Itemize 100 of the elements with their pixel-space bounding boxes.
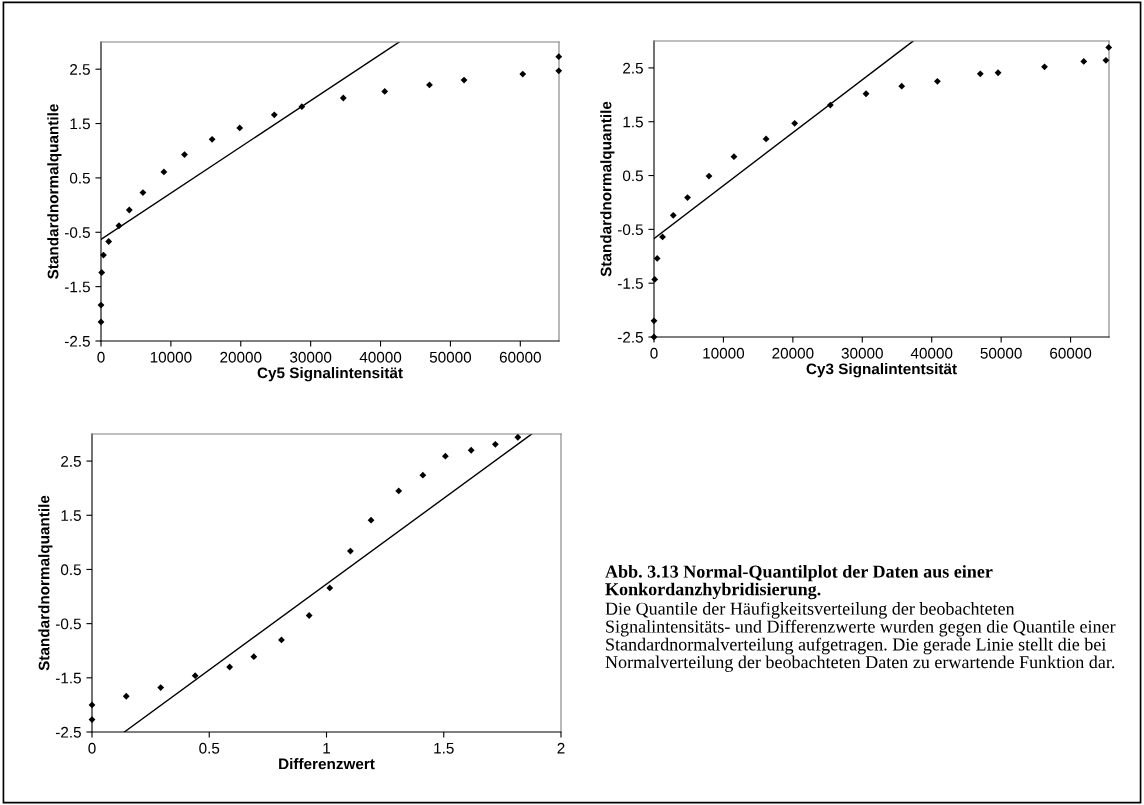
point [326, 584, 334, 592]
point [339, 94, 347, 102]
point [395, 487, 403, 495]
y-tick-label: 1.5 [61, 510, 81, 521]
x-axis-title: Cy3 Signalintentsität [806, 363, 957, 378]
point [514, 433, 522, 441]
x-tick-label: 40000 [359, 351, 402, 363]
point [97, 301, 105, 309]
y-axis-title: Standardnormalquantile [600, 101, 615, 277]
point [160, 168, 168, 176]
point [1105, 44, 1113, 51]
point [1080, 58, 1088, 65]
point [381, 88, 389, 95]
point [651, 276, 659, 283]
x-tick-label: 60000 [1050, 347, 1092, 359]
y-tick-label: 2.5 [623, 62, 643, 74]
y-tick-label: -1.5 [55, 672, 81, 684]
point [100, 251, 107, 259]
x-tick-label: 50000 [429, 351, 472, 363]
y-axis-title: Standardnormalquantile [38, 495, 53, 671]
x-tick-label: 0 [88, 742, 96, 754]
y-tick-label: 1.5 [70, 118, 90, 130]
point [88, 701, 96, 709]
x-tick-label: 10000 [150, 351, 192, 363]
point [705, 172, 713, 180]
point [181, 151, 188, 158]
point [791, 119, 799, 127]
point [826, 101, 834, 109]
x-tick-label: 1 [323, 742, 330, 754]
y-tick-label: -1.5 [617, 278, 643, 289]
point [278, 636, 285, 644]
y-tick-label: -2.5 [55, 726, 81, 738]
x-tick-label: 10000 [703, 347, 745, 359]
x-tick-label: 20000 [220, 351, 262, 363]
point [367, 516, 375, 524]
x-tick-label: 0 [97, 351, 105, 363]
point [115, 222, 123, 230]
y-tick-label: -2.5 [617, 331, 643, 343]
x-tick-label: 30000 [290, 351, 332, 363]
x-axis-title: Cy5 Signalintensität [257, 367, 403, 382]
point [191, 672, 199, 680]
point [125, 206, 133, 214]
point [97, 318, 105, 326]
y-tick-label: 0.5 [622, 170, 643, 182]
point [684, 194, 691, 202]
point [105, 238, 113, 245]
caption: Abb. 3.13 Normal-Quantilplot der Daten aus einer Konkordanzhybridisierung. [605, 565, 993, 600]
point [653, 255, 661, 262]
point [226, 663, 234, 671]
point [650, 317, 658, 325]
x-tick-label: 1.5 [434, 742, 454, 754]
y-tick-label: -2.5 [64, 335, 90, 347]
x-tick-label: 0 [650, 347, 658, 359]
point [250, 653, 258, 661]
point [347, 547, 354, 555]
y-tick-label: 1.5 [623, 116, 643, 128]
x-axis-title: Differenzwert [279, 758, 375, 770]
point [305, 612, 313, 619]
y-tick-label: 0.5 [69, 172, 90, 184]
point [441, 452, 449, 460]
x-tick-label: 30000 [841, 347, 883, 359]
y-tick-label: 2.5 [61, 455, 81, 467]
point [270, 111, 278, 119]
point [419, 471, 427, 479]
point [157, 684, 165, 691]
point [934, 77, 941, 85]
y-tick-label: -0.5 [617, 224, 643, 236]
text: Die Quantile der Häufigkeitsverteilung der beobachteten Signalintensitäts- und Differenzwerte wurden gegen die Quantile einer Standardnormalverteilung aufgetragen. Die gerade Linie stellt die bei Normalverteilung der beobachteten Daten zu erwartende Funktion dar. [605, 601, 1116, 672]
y-tick-label: 0.5 [60, 564, 81, 576]
x-tick-label: 50000 [980, 347, 1022, 359]
y-tick-label: 2.5 [70, 64, 90, 75]
point [555, 67, 563, 75]
point [730, 153, 738, 161]
point [862, 90, 870, 98]
point [519, 70, 527, 78]
point [491, 440, 499, 448]
point [467, 446, 475, 454]
point [659, 233, 666, 241]
point [298, 103, 306, 111]
point [208, 135, 216, 143]
point [426, 81, 433, 89]
y-tick-label: -0.5 [55, 618, 81, 630]
point [236, 124, 244, 132]
point [1041, 63, 1048, 71]
point [460, 76, 468, 84]
x-tick-label: 60000 [499, 351, 541, 363]
x-tick-label: 40000 [910, 347, 953, 359]
point [669, 211, 677, 219]
x-tick-label: 0.5 [199, 742, 220, 754]
point [976, 70, 984, 78]
point [139, 189, 147, 196]
y-tick-label: -1.5 [64, 281, 90, 293]
point [994, 69, 1002, 77]
point [122, 692, 130, 700]
y-tick-label: -0.5 [64, 227, 90, 238]
point [555, 53, 563, 61]
point [898, 82, 906, 90]
point [98, 269, 106, 276]
x-tick-label: 20000 [772, 347, 814, 359]
x-tick-label: 2 [557, 742, 565, 754]
